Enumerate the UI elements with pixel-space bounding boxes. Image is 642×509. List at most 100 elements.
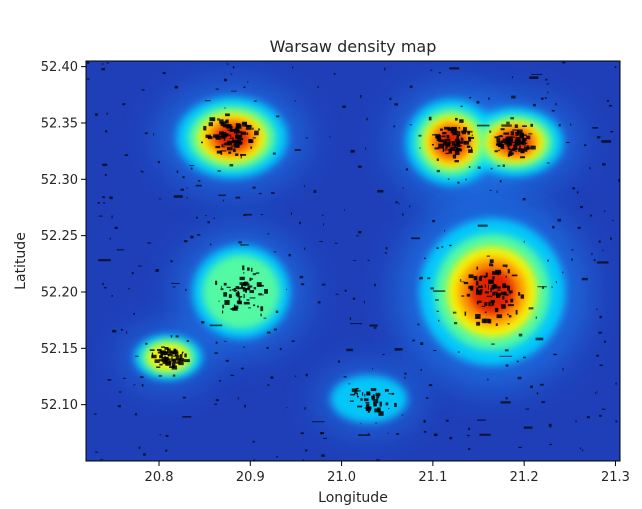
building-point — [239, 282, 246, 286]
building-point — [494, 307, 499, 313]
building-point — [524, 142, 528, 145]
building-point — [178, 360, 184, 366]
building-point — [385, 402, 389, 406]
building-point — [494, 150, 498, 153]
building-point — [207, 221, 210, 224]
building-point — [551, 110, 555, 112]
building-point — [497, 271, 500, 276]
building-point — [365, 147, 367, 150]
building-point — [496, 271, 502, 273]
building-point — [237, 292, 239, 297]
building-point — [133, 384, 136, 386]
building-point — [499, 135, 503, 137]
building-point — [492, 292, 496, 296]
building-point — [176, 360, 180, 362]
building-point — [549, 443, 552, 446]
building-point — [352, 297, 356, 300]
building-point — [518, 446, 522, 449]
building-point — [601, 408, 606, 410]
building-point — [514, 144, 517, 150]
building-point — [242, 282, 246, 286]
building-point — [201, 141, 203, 144]
building-point — [488, 301, 491, 307]
building-point — [426, 397, 429, 399]
building-point — [438, 139, 443, 141]
building-point — [484, 291, 490, 294]
building-point — [157, 351, 163, 354]
building-point — [243, 214, 246, 217]
building-point — [151, 354, 157, 359]
building-point — [487, 284, 490, 290]
building-point — [454, 150, 460, 155]
building-point — [530, 145, 536, 150]
building-point — [230, 145, 234, 147]
building-point — [500, 401, 511, 404]
building-point — [186, 340, 190, 342]
building-point — [252, 127, 254, 130]
y-tick-label: 52.40 — [41, 60, 78, 75]
building-point — [455, 147, 461, 150]
building-point — [541, 97, 544, 100]
building-point — [437, 319, 440, 322]
building-point — [452, 154, 457, 159]
building-point — [531, 73, 543, 75]
building-point — [459, 279, 462, 282]
building-point — [355, 235, 360, 237]
building-point — [240, 244, 249, 246]
building-point — [468, 427, 470, 431]
building-point — [360, 423, 362, 425]
building-point — [358, 434, 371, 436]
building-point — [249, 297, 256, 299]
building-point — [243, 271, 245, 274]
building-point — [442, 131, 447, 135]
building-point — [481, 318, 486, 324]
building-point — [227, 129, 232, 131]
building-point — [604, 210, 606, 212]
building-point — [156, 269, 160, 270]
building-point — [515, 131, 519, 135]
building-point — [123, 377, 126, 379]
building-point — [250, 146, 253, 149]
building-point — [95, 451, 98, 453]
building-point — [239, 276, 245, 281]
building-point — [486, 295, 493, 298]
building-point — [476, 321, 481, 326]
building-point — [602, 163, 606, 166]
building-point — [321, 283, 326, 286]
building-point — [520, 150, 524, 153]
building-point — [548, 423, 552, 427]
building-point — [349, 317, 352, 321]
building-point — [520, 294, 525, 299]
building-point — [615, 420, 618, 423]
building-point — [489, 259, 494, 264]
building-point — [164, 346, 169, 350]
building-point — [398, 202, 400, 205]
building-point — [547, 259, 550, 262]
building-point — [304, 247, 306, 250]
building-point — [498, 143, 504, 148]
building-point — [395, 201, 398, 204]
building-point — [104, 174, 107, 176]
building-point — [165, 434, 169, 437]
building-point — [523, 356, 526, 359]
building-point — [384, 389, 389, 392]
building-point — [141, 89, 145, 91]
building-point — [461, 137, 463, 139]
building-point — [181, 352, 184, 355]
building-point — [131, 271, 134, 275]
building-point — [252, 186, 256, 189]
building-point — [243, 301, 250, 305]
building-point — [305, 137, 308, 139]
building-point — [189, 165, 195, 167]
building-point — [509, 148, 516, 152]
building-point — [113, 329, 115, 332]
building-point — [439, 128, 443, 131]
building-point — [376, 398, 379, 404]
building-point — [388, 393, 391, 395]
building-point — [226, 286, 231, 289]
building-point — [471, 147, 473, 152]
building-point — [565, 141, 570, 144]
building-point — [98, 259, 111, 262]
building-point — [394, 347, 403, 351]
building-point — [522, 198, 526, 201]
